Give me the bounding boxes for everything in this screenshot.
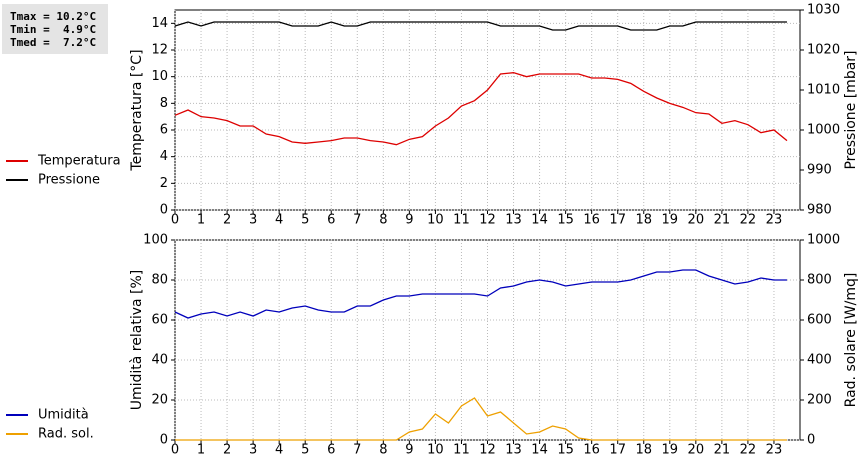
x-tick-label: 15: [557, 443, 574, 458]
y-tick-label: 12: [151, 43, 168, 58]
stat: Tmax = 10.2°C: [10, 10, 96, 23]
x-tick-label: 18: [635, 213, 652, 228]
stat: Tmed = 7.2°C: [10, 36, 96, 49]
x-tick-label: 6: [327, 443, 335, 458]
x-tick-label: 15: [557, 213, 574, 228]
x-tick-label: 22: [740, 443, 757, 458]
y-tick-label: 10: [151, 69, 168, 84]
y2-tick-label: 1000: [807, 233, 840, 248]
x-tick-label: 14: [531, 213, 548, 228]
x-tick-label: 18: [635, 443, 652, 458]
y-tick-label: 8: [160, 96, 168, 111]
legend-label: Rad. sol.: [38, 427, 94, 442]
x-tick-label: 1: [197, 213, 205, 228]
x-tick-label: 1: [197, 443, 205, 458]
x-tick-label: 7: [353, 213, 361, 228]
y2-tick-label: 600: [807, 313, 832, 328]
x-tick-label: 13: [505, 443, 522, 458]
x-tick-label: 8: [379, 213, 387, 228]
x-tick-label: 16: [583, 213, 600, 228]
x-tick-label: 6: [327, 213, 335, 228]
y-tick-label: 100: [143, 233, 168, 248]
x-tick-label: 16: [583, 443, 600, 458]
x-tick-label: 23: [766, 213, 783, 228]
y2-tick-label: 0: [807, 433, 815, 448]
y-tick-label: 20: [151, 393, 168, 408]
x-tick-label: 10: [427, 443, 444, 458]
x-tick-label: 14: [531, 443, 548, 458]
x-tick-label: 22: [740, 213, 757, 228]
y2-tick-label: 400: [807, 353, 832, 368]
x-tick-label: 19: [662, 213, 679, 228]
x-tick-label: 5: [301, 213, 309, 228]
y2-tick-label: 1020: [807, 43, 840, 58]
series-line: [175, 397, 787, 441]
x-tick-label: 17: [609, 213, 626, 228]
stats-box: [2, 4, 108, 54]
y-tick-label: 0: [160, 203, 168, 218]
y-tick-label: 4: [160, 149, 168, 164]
x-tick-label: 4: [275, 443, 283, 458]
legend-label: Umidità: [38, 408, 89, 423]
legend-label: Pressione: [38, 173, 100, 188]
y2-tick-label: 990: [807, 163, 832, 178]
x-tick-label: 19: [662, 443, 679, 458]
y2-tick-label: 1000: [807, 123, 840, 138]
x-tick-label: 13: [505, 213, 522, 228]
x-tick-label: 9: [405, 443, 413, 458]
y2-tick-label: 980: [807, 203, 832, 218]
y-tick-label: 60: [151, 313, 168, 328]
x-tick-label: 21: [714, 443, 731, 458]
y-axis-title: Umidità relativa [%]: [129, 270, 145, 411]
x-tick-label: 12: [479, 443, 496, 458]
x-tick-label: 3: [249, 443, 257, 458]
x-tick-label: 2: [223, 443, 231, 458]
x-tick-label: 10: [427, 213, 444, 228]
x-tick-label: 20: [688, 443, 705, 458]
legend-label: Temperatura: [37, 154, 121, 169]
y-tick-label: 0: [160, 433, 168, 448]
x-tick-label: 0: [171, 443, 179, 458]
x-tick-label: 12: [479, 213, 496, 228]
y-tick-label: 80: [151, 273, 168, 288]
x-tick-label: 17: [609, 443, 626, 458]
stat: Tmin = 4.9°C: [10, 23, 96, 36]
x-tick-label: 2: [223, 213, 231, 228]
x-tick-label: 3: [249, 213, 257, 228]
series-line: [174, 72, 788, 146]
x-tick-label: 0: [171, 213, 179, 228]
x-tick-label: 21: [714, 213, 731, 228]
y2-axis-title: Pressione [mbar]: [843, 50, 859, 169]
y-tick-label: 14: [151, 16, 168, 31]
series-line: [174, 269, 787, 319]
y2-axis-title: Rad. solare [W/mq]: [843, 273, 859, 408]
y2-tick-label: 800: [807, 273, 832, 288]
series-line: [174, 21, 787, 31]
x-tick-label: 8: [379, 443, 387, 458]
x-tick-label: 4: [275, 213, 283, 228]
y2-tick-label: 1030: [807, 3, 840, 18]
x-tick-label: 20: [688, 213, 705, 228]
x-tick-label: 11: [453, 443, 470, 458]
y-tick-label: 2: [160, 176, 168, 191]
x-tick-label: 11: [453, 213, 470, 228]
x-tick-label: 5: [301, 443, 309, 458]
x-tick-label: 7: [353, 443, 361, 458]
y-tick-label: 40: [151, 353, 168, 368]
y-axis-title: Temperatura [°C]: [129, 49, 145, 171]
y2-tick-label: 200: [807, 393, 832, 408]
x-tick-label: 9: [405, 213, 413, 228]
y-tick-label: 6: [160, 123, 168, 138]
y2-tick-label: 1010: [807, 83, 840, 98]
x-tick-label: 23: [766, 443, 783, 458]
